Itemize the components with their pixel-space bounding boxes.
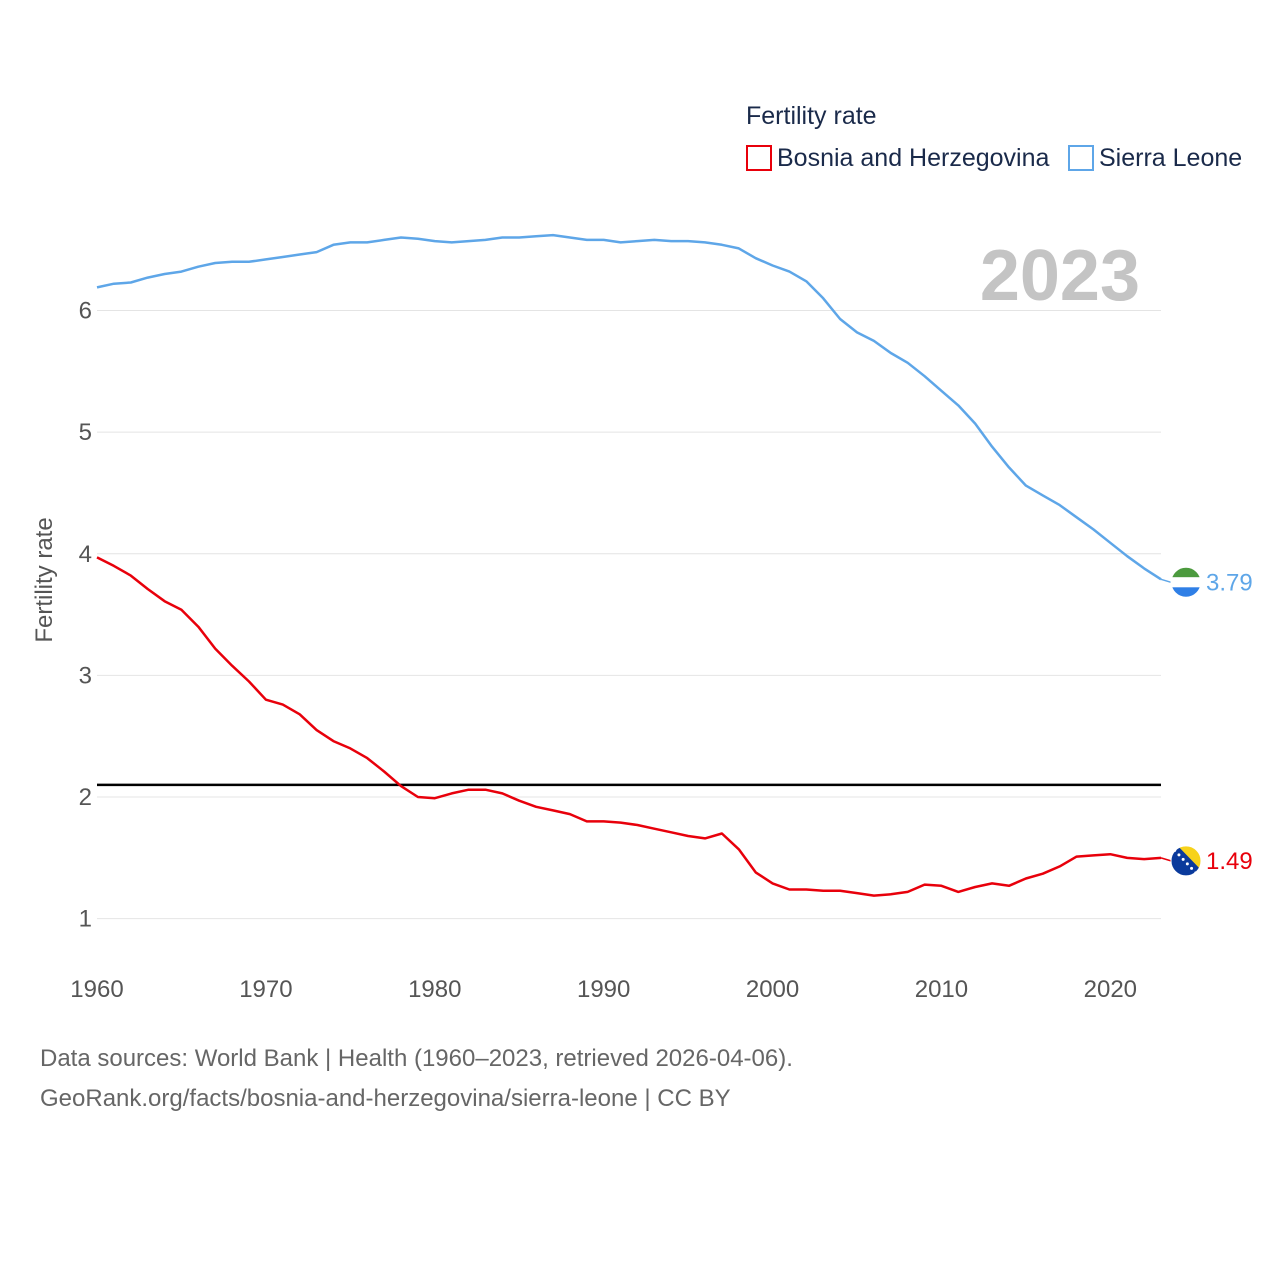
series-line-sierra-leone[interactable] xyxy=(96,233,1162,581)
series-lines xyxy=(96,233,1162,897)
x-tick-label: 2000 xyxy=(746,976,799,1003)
year-label: 2023 xyxy=(980,236,1140,316)
x-tick-label: 1980 xyxy=(408,976,461,1003)
x-tick-label: 1960 xyxy=(70,976,123,1003)
y-tick-label: 2 xyxy=(79,784,92,811)
end-markers: 1.49 3.79 xyxy=(1160,566,1253,877)
y-axis-label: Fertility rate xyxy=(31,517,58,642)
y-tick-label: 5 xyxy=(79,419,92,446)
legend-label-sierra-leone[interactable]: Sierra Leone xyxy=(1099,144,1242,172)
source-note: Data sources: World Bank | Health (1960–… xyxy=(40,1045,793,1072)
y-axis-ticks: 1 2 3 4 5 6 xyxy=(79,297,92,932)
fertility-rate-chart: 1 2 3 4 5 6 1960 1970 1980 1990 2000 2010 2020 Fert… xyxy=(31,102,1253,1003)
bosnia-flag-icon xyxy=(1170,845,1202,877)
gridlines xyxy=(97,309,1161,920)
legend-label-bosnia[interactable]: Bosnia and Herzegovina xyxy=(777,144,1049,172)
y-tick-label: 4 xyxy=(79,541,92,568)
x-tick-label: 2010 xyxy=(915,976,968,1003)
y-tick-label: 3 xyxy=(79,662,92,689)
sierra-leone-flag-icon xyxy=(1170,566,1202,598)
x-axis-ticks: 1960 1970 1980 1990 2000 2010 2020 xyxy=(70,976,1137,1003)
x-tick-label: 2020 xyxy=(1084,976,1137,1003)
series-line-bosnia-and-herzegovina[interactable] xyxy=(96,556,1162,897)
legend-title: Fertility rate xyxy=(746,102,877,130)
end-value-label: 1.49 xyxy=(1206,848,1253,875)
legend: Fertility rate Bosnia and Herzegovina Si… xyxy=(746,102,1242,172)
x-tick-label: 1990 xyxy=(577,976,630,1003)
x-tick-label: 1970 xyxy=(239,976,292,1003)
end-value-label: 3.79 xyxy=(1206,569,1253,596)
legend-swatch-bosnia[interactable] xyxy=(746,145,772,171)
y-tick-label: 6 xyxy=(79,297,92,324)
y-tick-label: 1 xyxy=(79,906,92,933)
end-connector xyxy=(1160,578,1172,584)
legend-swatch-sierra-leone[interactable] xyxy=(1068,145,1094,171)
source-url[interactable]: GeoRank.org/facts/bosnia-and-herzegovina… xyxy=(40,1085,731,1112)
end-connector xyxy=(1160,857,1172,862)
